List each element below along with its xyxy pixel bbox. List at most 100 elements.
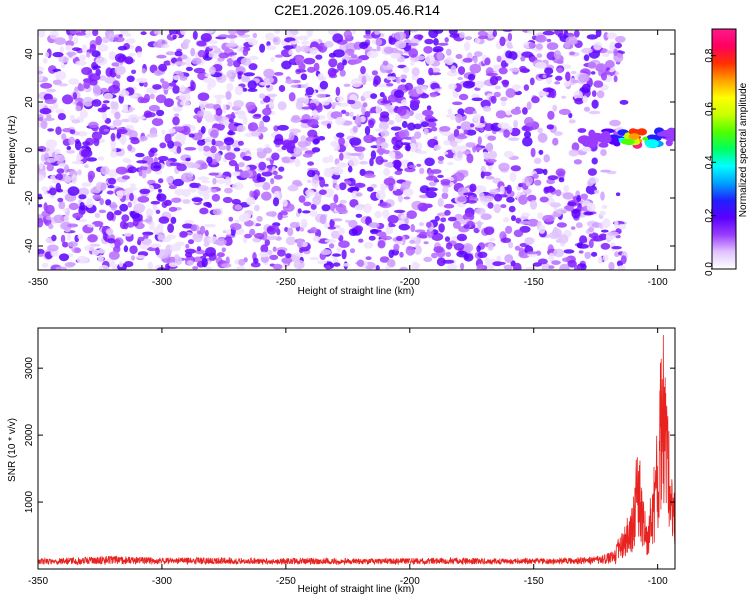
heatmap-blob: [181, 188, 191, 197]
heatmap-blob: [351, 186, 360, 192]
heatmap-blob: [38, 117, 44, 122]
heatmap-blob: [275, 141, 285, 145]
heatmap-blob: [97, 44, 109, 52]
signal-blob: [598, 142, 609, 148]
heatmap-blob: [457, 196, 467, 203]
heatmap-blob: [207, 81, 212, 91]
heatmap-blob: [238, 214, 250, 223]
heatmap-blob: [91, 99, 102, 107]
heatmap-blob: [452, 220, 461, 229]
heatmap-blob: [149, 93, 155, 100]
heatmap-blob: [467, 200, 477, 204]
heatmap-blob: [278, 166, 285, 172]
heatmap-blob: [77, 169, 82, 176]
heatmap-blob: [38, 30, 46, 38]
heatmap-blob: [216, 98, 222, 106]
heatmap-blob: [123, 245, 129, 253]
heatmap-blob: [567, 201, 577, 206]
heatmap-blob: [338, 137, 345, 146]
heatmap-blob: [77, 234, 84, 240]
heatmap-blob: [558, 234, 569, 244]
heatmap-blob: [523, 131, 532, 138]
heatmap-blob: [155, 209, 161, 214]
heatmap-blob: [565, 71, 571, 82]
heatmap-blob: [398, 194, 403, 203]
heatmap-blob: [469, 63, 482, 74]
heatmap-blob: [449, 33, 460, 38]
heatmap-blob: [524, 116, 534, 127]
heatmap-blob: [438, 223, 445, 233]
heatmap-blob: [263, 147, 272, 154]
heatmap-blob: [43, 117, 55, 122]
heatmap-blob: [56, 168, 65, 174]
heatmap-blob: [107, 238, 116, 244]
heatmap-blob: [115, 166, 128, 175]
heatmap-blob: [101, 103, 108, 111]
heatmap-blob: [40, 82, 53, 89]
heatmap-blob: [331, 102, 342, 106]
heatmap-blob: [620, 255, 627, 264]
heatmap-blob: [84, 164, 89, 169]
heatmap-blob: [398, 223, 410, 231]
heatmap-blob: [201, 180, 210, 184]
heatmap-blob: [376, 139, 381, 150]
heatmap-blob: [617, 265, 626, 270]
heatmap-blob: [42, 57, 48, 64]
heatmap-blob: [179, 231, 188, 238]
heatmap-blob: [354, 146, 366, 152]
heatmap-blob: [609, 119, 621, 127]
heatmap-blob: [485, 72, 498, 77]
heatmap-blob: [236, 266, 246, 270]
heatmap-blob: [180, 30, 187, 35]
heatmap-blob: [172, 106, 183, 112]
colorbar-label: Normalized spectral amplitude: [738, 82, 749, 217]
x-tick-label: -300: [152, 277, 172, 288]
heatmap-blob: [416, 150, 428, 155]
colorbar-tick-label: 0.8: [704, 48, 715, 62]
heatmap-blob: [187, 260, 194, 266]
heatmap-blob: [427, 121, 437, 128]
heatmap-blob: [285, 79, 295, 84]
heatmap-blob: [322, 156, 331, 164]
heatmap-blob: [71, 119, 81, 124]
heatmap-blob: [303, 95, 309, 106]
heatmap-blob: [106, 211, 115, 221]
heatmap-blob: [414, 55, 425, 61]
colorbar-tick-label: 0.6: [704, 102, 715, 116]
heatmap-blob: [380, 183, 387, 192]
heatmap-blob: [233, 60, 241, 68]
heatmap-blob: [608, 261, 615, 270]
heatmap-blob: [396, 235, 403, 241]
heatmap-blob: [599, 210, 606, 216]
heatmap-blob: [400, 74, 408, 80]
heatmap-blob: [333, 262, 341, 267]
heatmap-blob: [327, 226, 336, 230]
heatmap-blob: [525, 266, 537, 270]
y-tick-label: 1000: [24, 490, 35, 513]
heatmap-blob: [487, 30, 494, 36]
heatmap-blob: [262, 115, 271, 123]
heatmap-blob: [385, 265, 390, 270]
heatmap-blob: [586, 202, 596, 212]
heatmap-blob: [167, 223, 175, 233]
heatmap-blob: [445, 114, 451, 118]
heatmap-blob: [266, 235, 278, 240]
heatmap-blob: [459, 31, 465, 39]
heatmap-blob: [88, 73, 101, 82]
heatmap-blob: [373, 75, 382, 86]
heatmap-blob: [62, 128, 73, 133]
heatmap-blob: [50, 175, 56, 181]
heatmap-blob: [216, 123, 225, 131]
heatmap-blob: [174, 254, 180, 260]
heatmap-blob: [224, 176, 232, 186]
heatmap-blob: [160, 78, 165, 83]
heatmap-blob: [253, 113, 262, 118]
heatmap-blob: [281, 60, 292, 70]
heatmap-blob: [569, 51, 576, 56]
heatmap-blob: [82, 141, 90, 146]
heatmap-blob: [216, 252, 225, 258]
heatmap-blob: [447, 108, 453, 115]
heatmap-blob: [38, 174, 45, 182]
heatmap-blob: [368, 235, 376, 241]
heatmap-blob: [513, 120, 518, 128]
